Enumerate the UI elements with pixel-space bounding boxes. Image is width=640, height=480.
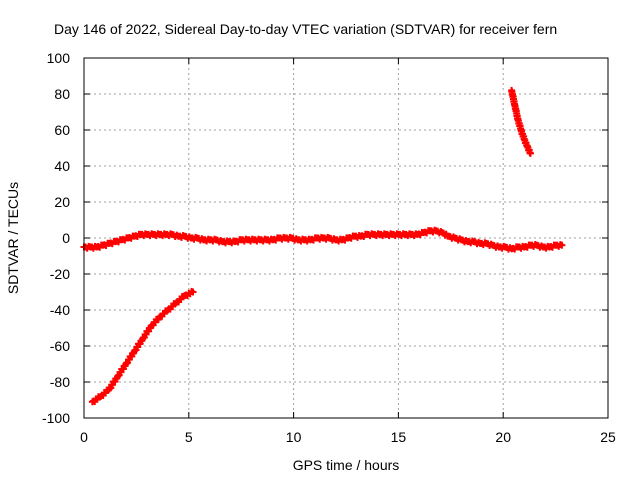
data-point (558, 241, 566, 249)
axis-ticks: 0 5 10 15 20 25 -100 -80 -60 -40 -20 0 20 40 60 80 100 (42, 50, 616, 445)
x-tick-label: 20 (495, 429, 511, 445)
x-tick-label: 25 (600, 429, 616, 445)
y-tick-label: -100 (42, 410, 70, 426)
y-axis-label: SDTVAR / TECUs (5, 182, 21, 294)
y-tick-label: 100 (47, 50, 71, 66)
y-tick-label: 40 (54, 158, 70, 174)
y-tick-label: -60 (50, 338, 70, 354)
x-tick-label: 0 (80, 429, 88, 445)
y-tick-label: -80 (50, 374, 70, 390)
y-tick-label: -20 (50, 266, 70, 282)
y-tick-label: -40 (50, 302, 70, 318)
x-tick-label: 10 (286, 429, 302, 445)
data-points (80, 86, 566, 406)
data-point (526, 149, 534, 157)
x-axis-label: GPS time / hours (293, 457, 400, 473)
x-tick-label: 15 (391, 429, 407, 445)
x-tick-label: 5 (185, 429, 193, 445)
chart-title: Day 146 of 2022, Sidereal Day-to-day VTE… (54, 21, 557, 37)
data-point (189, 288, 197, 296)
y-tick-label: 20 (54, 194, 70, 210)
y-tick-label: 80 (54, 86, 70, 102)
y-tick-label: 60 (54, 122, 70, 138)
plot-frame (83, 57, 609, 419)
gridlines (84, 58, 608, 418)
y-tick-label: 0 (62, 230, 70, 246)
